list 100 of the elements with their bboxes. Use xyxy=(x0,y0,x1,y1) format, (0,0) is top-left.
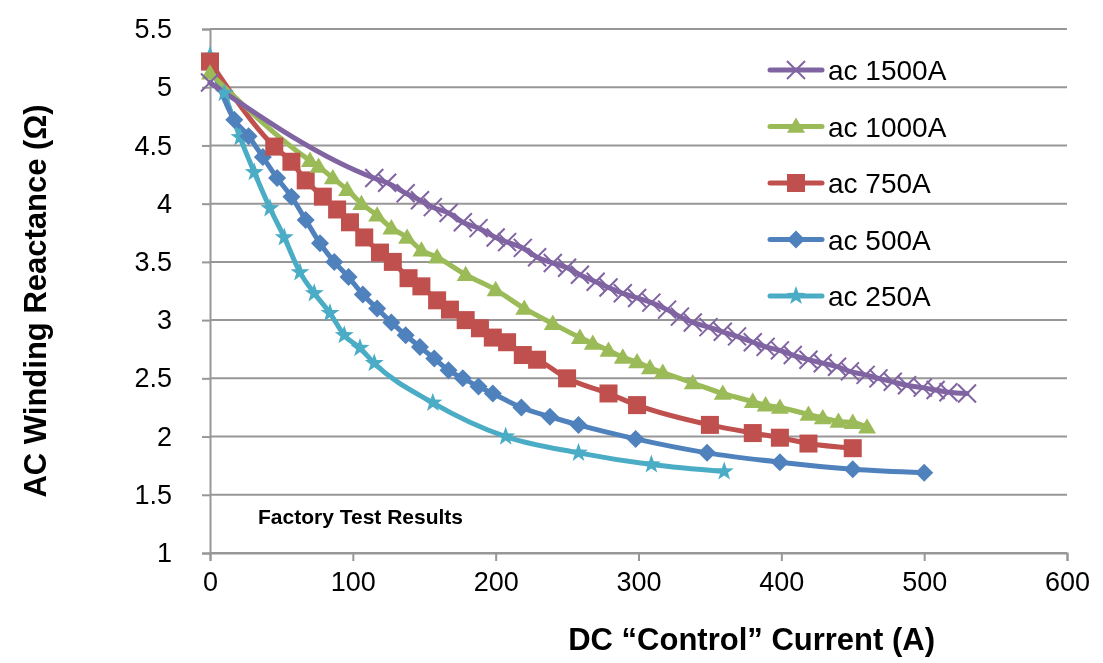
point xyxy=(755,336,776,357)
legend-label: ac 250A xyxy=(828,281,932,312)
point xyxy=(304,283,324,302)
point xyxy=(713,384,732,400)
point xyxy=(612,283,633,304)
point xyxy=(440,300,459,319)
y-tick-label: 1.5 xyxy=(134,479,172,510)
point xyxy=(438,202,459,223)
point xyxy=(669,306,690,327)
point xyxy=(557,257,578,278)
point xyxy=(339,268,358,287)
x-tick-label: 600 xyxy=(1044,567,1091,597)
point xyxy=(310,234,329,253)
point xyxy=(323,169,342,185)
point xyxy=(628,353,647,369)
y-tick-label: 3 xyxy=(156,305,172,336)
point xyxy=(412,241,431,257)
point xyxy=(398,228,417,244)
point xyxy=(628,396,647,415)
legend-label: ac 750A xyxy=(828,168,932,199)
point xyxy=(395,183,416,204)
annotation: Factory Test Results xyxy=(258,505,464,528)
point xyxy=(396,326,415,345)
point xyxy=(743,392,762,408)
point xyxy=(368,299,387,318)
point xyxy=(855,364,876,385)
point xyxy=(698,317,719,338)
point xyxy=(613,348,632,364)
point xyxy=(239,127,258,146)
point xyxy=(377,172,398,193)
point xyxy=(770,428,789,447)
point xyxy=(260,198,280,217)
legend-label: ac 500A xyxy=(828,224,932,256)
point xyxy=(569,442,589,461)
point xyxy=(453,369,472,388)
point xyxy=(868,368,889,389)
y-axis-title: AC Winding Reactance (Ω) xyxy=(18,104,53,498)
point xyxy=(799,434,818,453)
legend-label: ac 1500A xyxy=(828,55,947,86)
point xyxy=(483,384,502,403)
point xyxy=(200,72,220,93)
point xyxy=(570,328,589,344)
point xyxy=(700,415,719,434)
point xyxy=(328,200,347,219)
point xyxy=(410,337,429,356)
point xyxy=(282,152,301,171)
x-tick-label: 400 xyxy=(759,567,805,597)
point xyxy=(599,384,618,403)
point xyxy=(382,313,401,332)
point xyxy=(334,325,354,344)
point xyxy=(782,345,803,366)
point xyxy=(915,463,934,482)
point xyxy=(712,321,733,342)
point xyxy=(829,412,848,428)
y-tick-label: 5.5 xyxy=(134,14,172,45)
point xyxy=(268,169,287,188)
point xyxy=(770,453,789,472)
point xyxy=(626,429,645,448)
point xyxy=(682,312,703,333)
point xyxy=(843,439,862,458)
point xyxy=(714,461,734,480)
point xyxy=(653,363,672,379)
y-tick-label: 5 xyxy=(156,72,172,103)
point xyxy=(497,232,518,253)
point xyxy=(569,264,590,285)
x-tick-label: 0 xyxy=(202,567,219,597)
point xyxy=(412,277,431,296)
x-tick-label: 100 xyxy=(330,567,376,597)
point xyxy=(253,148,272,167)
y-tick-label: 2.5 xyxy=(134,363,172,394)
x-tick-label: 200 xyxy=(473,567,519,597)
point xyxy=(313,187,332,206)
y-tick-label: 2 xyxy=(156,421,172,452)
point xyxy=(425,349,444,368)
point xyxy=(583,334,602,350)
point xyxy=(355,228,374,247)
point xyxy=(799,405,818,421)
point xyxy=(320,303,340,322)
point xyxy=(542,253,563,274)
x-tick-label: 300 xyxy=(616,567,662,597)
point xyxy=(839,361,860,382)
point xyxy=(743,424,762,443)
point xyxy=(282,187,301,206)
y-tick-label: 4 xyxy=(156,188,172,219)
point xyxy=(528,350,547,369)
point xyxy=(340,213,359,232)
point xyxy=(843,413,862,429)
x-tick-label: 500 xyxy=(902,567,948,597)
point xyxy=(469,377,488,396)
point xyxy=(296,210,315,229)
point xyxy=(770,398,789,414)
point xyxy=(309,157,328,173)
point xyxy=(498,333,517,352)
point xyxy=(439,361,458,380)
point xyxy=(925,379,946,400)
point xyxy=(265,137,284,156)
point xyxy=(290,262,310,281)
point xyxy=(813,408,832,425)
point xyxy=(640,358,659,375)
point xyxy=(364,353,384,372)
